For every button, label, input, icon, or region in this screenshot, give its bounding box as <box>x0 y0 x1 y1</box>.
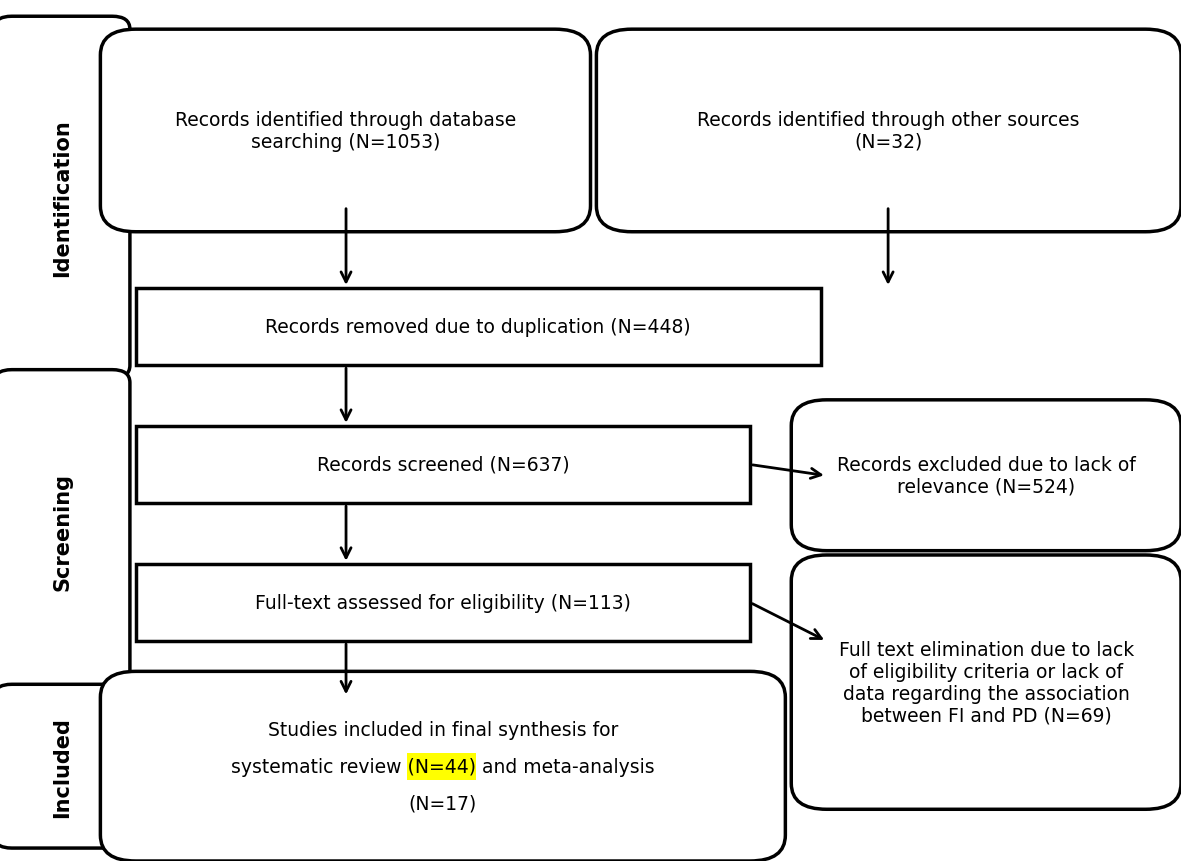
FancyBboxPatch shape <box>136 288 821 366</box>
FancyBboxPatch shape <box>0 17 130 379</box>
FancyBboxPatch shape <box>0 684 130 848</box>
Text: Records identified through other sources
(N=32): Records identified through other sources… <box>698 111 1079 152</box>
Text: Records excluded due to lack of
relevance (N=524): Records excluded due to lack of relevanc… <box>837 455 1135 496</box>
FancyBboxPatch shape <box>791 555 1181 809</box>
Text: (N=17): (N=17) <box>409 794 477 813</box>
FancyBboxPatch shape <box>596 30 1181 232</box>
Text: Included: Included <box>52 715 72 817</box>
Text: systematic review (N=44) and meta-analysis: systematic review (N=44) and meta-analys… <box>231 757 654 776</box>
FancyBboxPatch shape <box>100 672 785 861</box>
FancyBboxPatch shape <box>0 370 130 693</box>
Text: Full text elimination due to lack
of eligibility criteria or lack of
data regard: Full text elimination due to lack of eli… <box>839 640 1134 725</box>
Bar <box>406 753 476 780</box>
FancyBboxPatch shape <box>136 564 750 641</box>
Text: Studies included in final synthesis for: Studies included in final synthesis for <box>268 720 618 739</box>
Text: Records identified through database
searching (N=1053): Records identified through database sear… <box>175 111 516 152</box>
Text: Identification: Identification <box>52 119 72 277</box>
FancyBboxPatch shape <box>136 426 750 504</box>
FancyBboxPatch shape <box>100 30 590 232</box>
Text: Records removed due to duplication (N=448): Records removed due to duplication (N=44… <box>266 318 691 337</box>
FancyBboxPatch shape <box>791 400 1181 551</box>
Text: Records screened (N=637): Records screened (N=637) <box>317 455 569 474</box>
Text: Screening: Screening <box>52 473 72 591</box>
Text: Full-text assessed for eligibility (N=113): Full-text assessed for eligibility (N=11… <box>255 593 631 612</box>
